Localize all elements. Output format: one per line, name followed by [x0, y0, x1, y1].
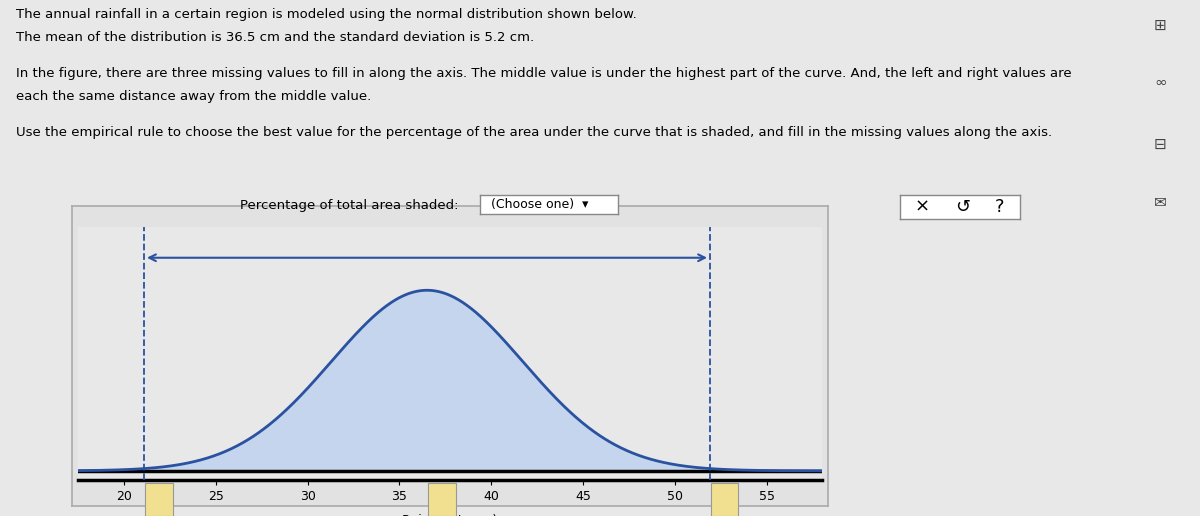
Text: ∞: ∞ [1154, 75, 1166, 90]
Text: Use the empirical rule to choose the best value for the percentage of the area u: Use the empirical rule to choose the bes… [16, 126, 1051, 139]
Text: ×: × [914, 198, 929, 216]
Text: (Choose one)  ▾: (Choose one) ▾ [491, 198, 588, 211]
Text: each the same distance away from the middle value.: each the same distance away from the mid… [16, 90, 371, 103]
FancyBboxPatch shape [710, 483, 738, 516]
Text: ✉: ✉ [1154, 194, 1166, 209]
Text: The annual rainfall in a certain region is modeled using the normal distribution: The annual rainfall in a certain region … [16, 8, 636, 21]
Text: ⊟: ⊟ [1154, 137, 1166, 152]
Text: ↺: ↺ [955, 198, 970, 216]
Text: Percentage of total area shaded:: Percentage of total area shaded: [240, 199, 458, 212]
Text: In the figure, there are three missing values to fill in along the axis. The mid: In the figure, there are three missing v… [16, 67, 1072, 80]
FancyBboxPatch shape [428, 483, 456, 516]
X-axis label: Rainfall (In cm): Rainfall (In cm) [402, 514, 498, 516]
FancyBboxPatch shape [145, 483, 173, 516]
Text: ⊞: ⊞ [1154, 18, 1166, 34]
Text: ?: ? [995, 198, 1004, 216]
Text: The mean of the distribution is 36.5 cm and the standard deviation is 5.2 cm.: The mean of the distribution is 36.5 cm … [16, 31, 534, 44]
